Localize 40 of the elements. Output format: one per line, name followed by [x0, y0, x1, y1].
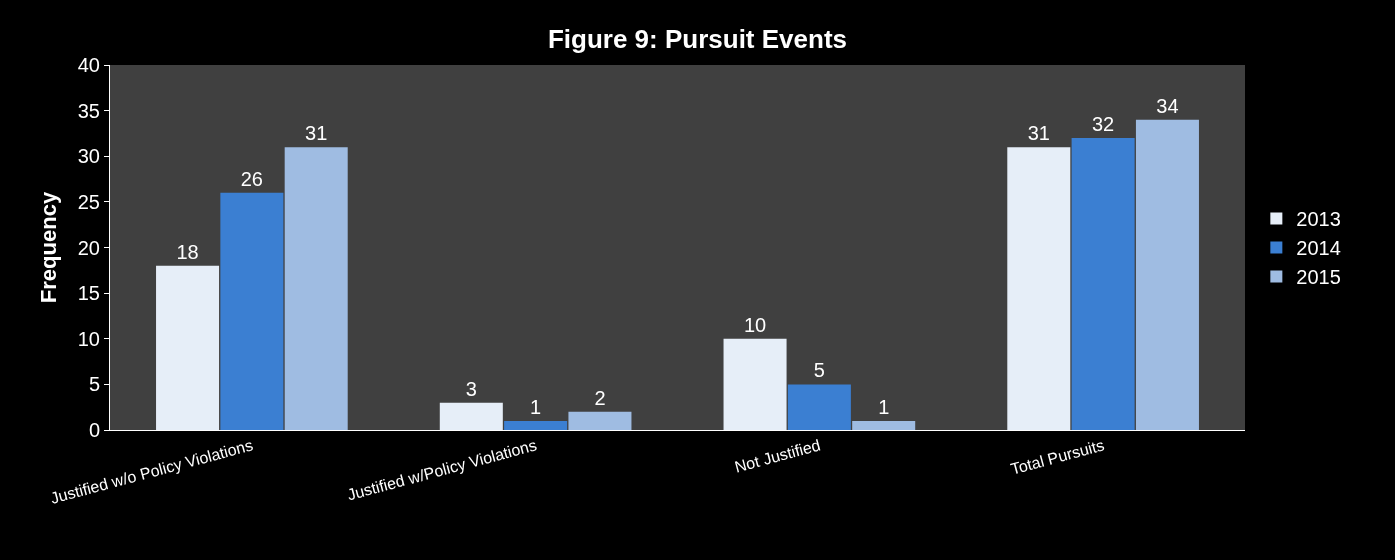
y-tick-label: 25: [77, 190, 100, 213]
data-label: 32: [1092, 113, 1115, 135]
bar: [852, 420, 916, 430]
bar: [723, 338, 787, 430]
bar: [284, 147, 348, 430]
y-tick-label: 30: [77, 145, 100, 168]
chart-title: Figure 9: Pursuit Events: [547, 24, 848, 55]
y-tick-label: 15: [77, 282, 100, 305]
bar: [220, 192, 284, 430]
data-label: 18: [176, 240, 199, 263]
data-label: 34: [1156, 94, 1179, 117]
y-tick-label: 5: [88, 373, 100, 396]
y-tick-label: 40: [77, 54, 100, 76]
y-tick-label: 20: [77, 236, 100, 259]
x-tick-label: Not Justified: [732, 436, 823, 476]
bar: [1135, 119, 1199, 430]
legend-label: 2014: [1296, 237, 1341, 260]
data-label: 31: [305, 122, 328, 145]
bar: [1007, 147, 1071, 430]
x-tick-label: Justified w/Policy Violations: [345, 436, 539, 504]
data-label: 31: [1027, 122, 1050, 145]
y-axis-title: Frequency: [35, 191, 61, 304]
bar: [504, 420, 568, 430]
bar: [787, 384, 851, 430]
data-label: 26: [240, 167, 263, 190]
legend-label: 2015: [1296, 266, 1341, 289]
data-label: 5: [813, 359, 825, 382]
x-tick-label: Total Pursuits: [1008, 436, 1106, 478]
data-label: 3: [465, 377, 477, 400]
legend-label: 2013: [1296, 208, 1341, 231]
bar: [1071, 138, 1135, 430]
bar: [439, 402, 503, 430]
data-label: 2: [594, 386, 606, 409]
data-label: 10: [743, 313, 767, 336]
y-tick-label: 35: [77, 99, 100, 122]
bar: [568, 411, 632, 430]
bar: [156, 265, 220, 430]
data-label: 1: [530, 395, 542, 418]
y-tick-label: 10: [77, 327, 100, 350]
data-label: 1: [878, 395, 890, 418]
